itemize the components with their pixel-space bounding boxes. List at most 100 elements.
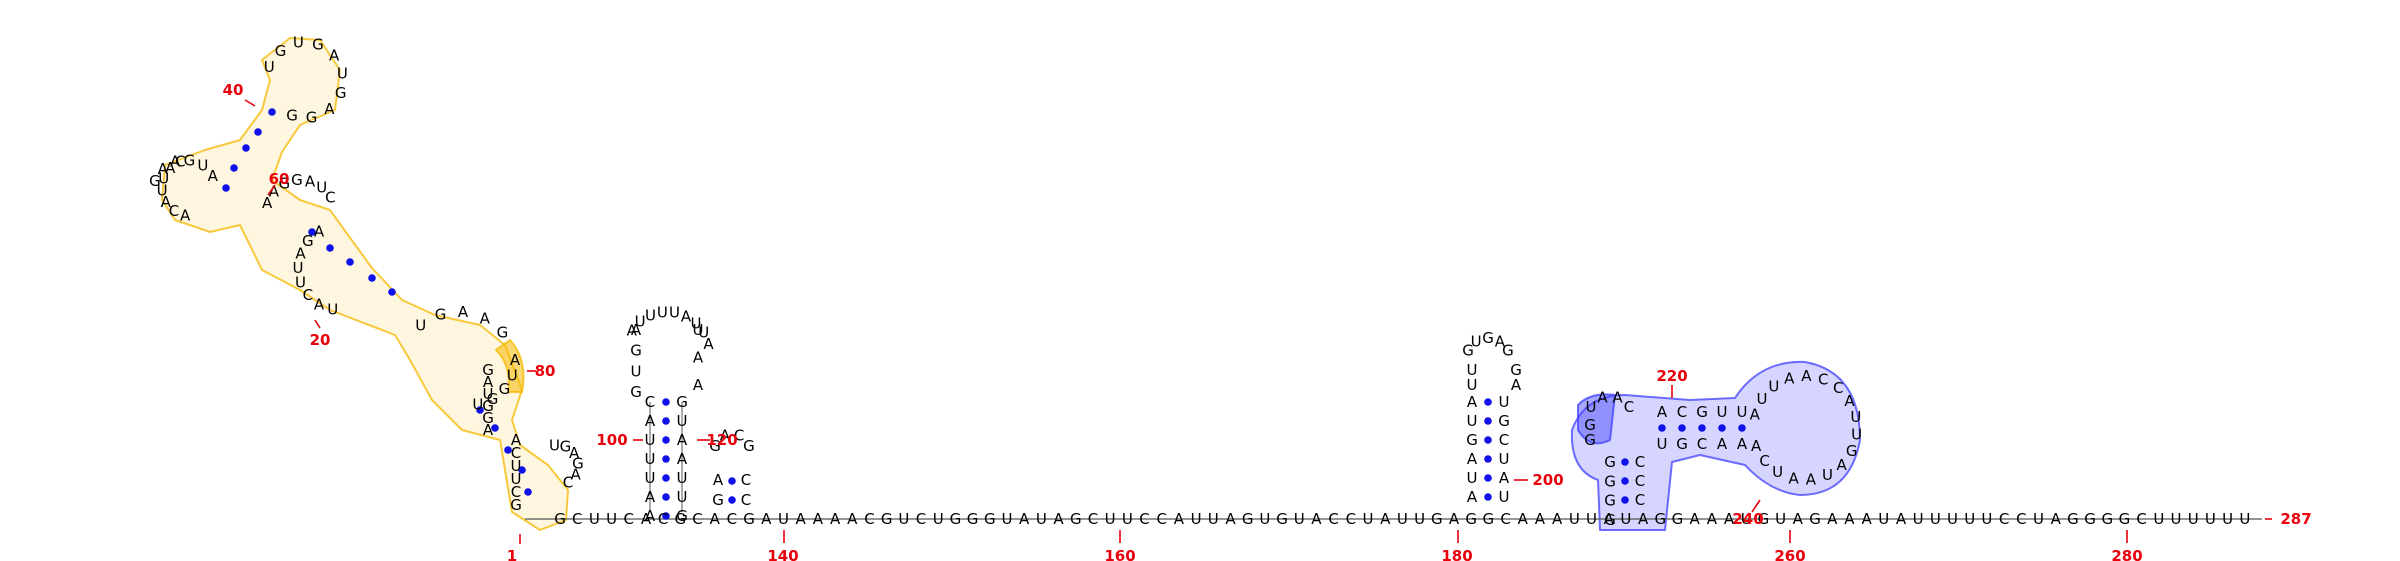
baseline-nucleotide: U — [1105, 510, 1116, 528]
baseline-nucleotide: A — [761, 510, 772, 528]
stem-nucleotide: U — [1499, 488, 1510, 506]
baseline-nucleotide: A — [1449, 510, 1460, 528]
multiloop-nucleotide: A — [305, 172, 316, 190]
stem-nucleotide: G — [1498, 412, 1510, 430]
stem-nucleotide: U — [645, 450, 656, 468]
multiloop-nucleotide: U — [511, 457, 522, 475]
multiloop-nucleotide: A — [295, 245, 306, 263]
baseline-nucleotide: G — [1809, 510, 1821, 528]
loop-nucleotide: A — [720, 426, 731, 444]
loop-nucleotide: G — [630, 383, 642, 401]
multiloop-nucleotide: A — [483, 373, 494, 391]
stem-nucleotide: C — [645, 393, 655, 411]
base-pair-dot — [662, 455, 670, 463]
baseline-nucleotide: G — [1758, 510, 1770, 528]
multiloop-nucleotide: G — [482, 409, 494, 427]
loop-nucleotide: U — [635, 312, 646, 330]
stem-nucleotide: G — [1604, 453, 1616, 471]
base-pair-dot — [222, 184, 230, 192]
multiloop-nucleotide: G — [487, 390, 499, 408]
stem-nucleotide: G — [676, 393, 688, 411]
base-pair-dot — [326, 244, 334, 252]
multiloop-nucleotide: G — [497, 324, 509, 342]
multiloop-nucleotide: A — [324, 100, 335, 118]
multiloop-nucleotide: G — [278, 175, 290, 193]
multiloop-nucleotide: G — [435, 306, 447, 324]
base-pair-dot — [1484, 398, 1492, 406]
baseline-nucleotide: U — [1964, 510, 1975, 528]
multiloop-nucleotide: C — [169, 202, 179, 220]
baseline-nucleotide: A — [1174, 510, 1185, 528]
multiloop-nucleotide: U — [293, 34, 304, 52]
base-pair-dot — [728, 477, 736, 485]
stem-nucleotide: A — [1717, 435, 1728, 453]
multiloop-nucleotide: A — [269, 183, 280, 201]
baseline-nucleotide: A — [1552, 510, 1563, 528]
stem-nucleotide: U — [677, 488, 688, 506]
baseline-nucleotide: G — [1654, 510, 1666, 528]
loop-nucleotide: U — [1768, 377, 1779, 395]
baseline-nucleotide: C — [1088, 510, 1098, 528]
base-pair-dot — [1621, 458, 1629, 466]
baseline-nucleotide: U — [1363, 510, 1374, 528]
loop-nucleotide: A — [1806, 471, 1817, 489]
multiloop-nucleotide: A — [161, 193, 172, 211]
loop-nucleotide: C — [1833, 379, 1843, 397]
baseline-nucleotide: G — [554, 510, 566, 528]
baseline-nucleotide: G — [967, 510, 979, 528]
position-label: 260 — [1774, 547, 1805, 561]
baseline-nucleotide: G — [675, 510, 687, 528]
baseline-nucleotide: G — [1242, 510, 1254, 528]
stem-nucleotide: G — [712, 491, 724, 509]
loop-nucleotide: A — [1495, 332, 1506, 350]
stem-nucleotide: G — [1604, 492, 1616, 510]
multiloop-nucleotide: G — [286, 107, 298, 125]
sequence-end-label: 287 — [2280, 510, 2311, 528]
multiloop-nucleotide: A — [569, 444, 580, 462]
baseline-nucleotide: U — [1913, 510, 1924, 528]
baseline-nucleotide: C — [1139, 510, 1149, 528]
baseline-nucleotide: U — [1122, 510, 1133, 528]
baseline-nucleotide: U — [2171, 510, 2182, 528]
baseline-nucleotide: A — [1896, 510, 1907, 528]
multiloop-nucleotide: U — [549, 436, 560, 454]
loop-nucleotide: U — [645, 306, 656, 324]
loop-nucleotide: G — [1462, 342, 1474, 360]
loop-nucleotide: G — [1502, 342, 1514, 360]
backbone-lines — [525, 402, 2262, 520]
base-pair-dot — [662, 493, 670, 501]
baseline-nucleotide: C — [916, 510, 926, 528]
base-pair-dot — [1484, 474, 1492, 482]
baseline-nucleotide: G — [2084, 510, 2096, 528]
base-pair-dot — [1698, 424, 1706, 432]
loop-nucleotide: U — [1772, 463, 1783, 481]
multiloop-nucleotide: U — [415, 317, 426, 335]
stem-nucleotide: A — [1467, 450, 1478, 468]
stem-nucleotide: U — [1499, 393, 1510, 411]
position-label: 140 — [767, 547, 798, 561]
stem-nucleotide: U — [1717, 403, 1728, 421]
loop-nucleotide: G — [630, 342, 642, 360]
multiloop-nucleotide: U — [507, 366, 518, 384]
baseline-nucleotide: A — [1053, 510, 1064, 528]
baseline-nucleotide: A — [710, 510, 721, 528]
baseline-nucleotide: U — [589, 510, 600, 528]
position-label: 80 — [535, 362, 556, 380]
loop-nucleotide: U — [693, 321, 704, 339]
loop-nucleotide: C — [734, 426, 744, 444]
loop-nucleotide: A — [693, 376, 704, 394]
baseline-nucleotide: A — [796, 510, 807, 528]
baseline-nucleotide: U — [1294, 510, 1305, 528]
baseline-nucleotide: A — [1535, 510, 1546, 528]
baseline-nucleotide: G — [2067, 510, 2079, 528]
stem-nucleotide: U — [1467, 469, 1478, 487]
baseline-nucleotide: A — [1690, 510, 1701, 528]
baseline-nucleotide: A — [847, 510, 858, 528]
stem-nucleotide: C — [741, 491, 751, 509]
baseline-nucleotide: U — [1620, 510, 1631, 528]
loop-nucleotide: A — [1750, 406, 1761, 424]
baseline-nucleotide: A — [1844, 510, 1855, 528]
multiloop-nucleotide: A — [510, 351, 521, 369]
loop-nucleotide: A — [631, 321, 642, 339]
loop-nucleotide: U — [631, 362, 642, 380]
